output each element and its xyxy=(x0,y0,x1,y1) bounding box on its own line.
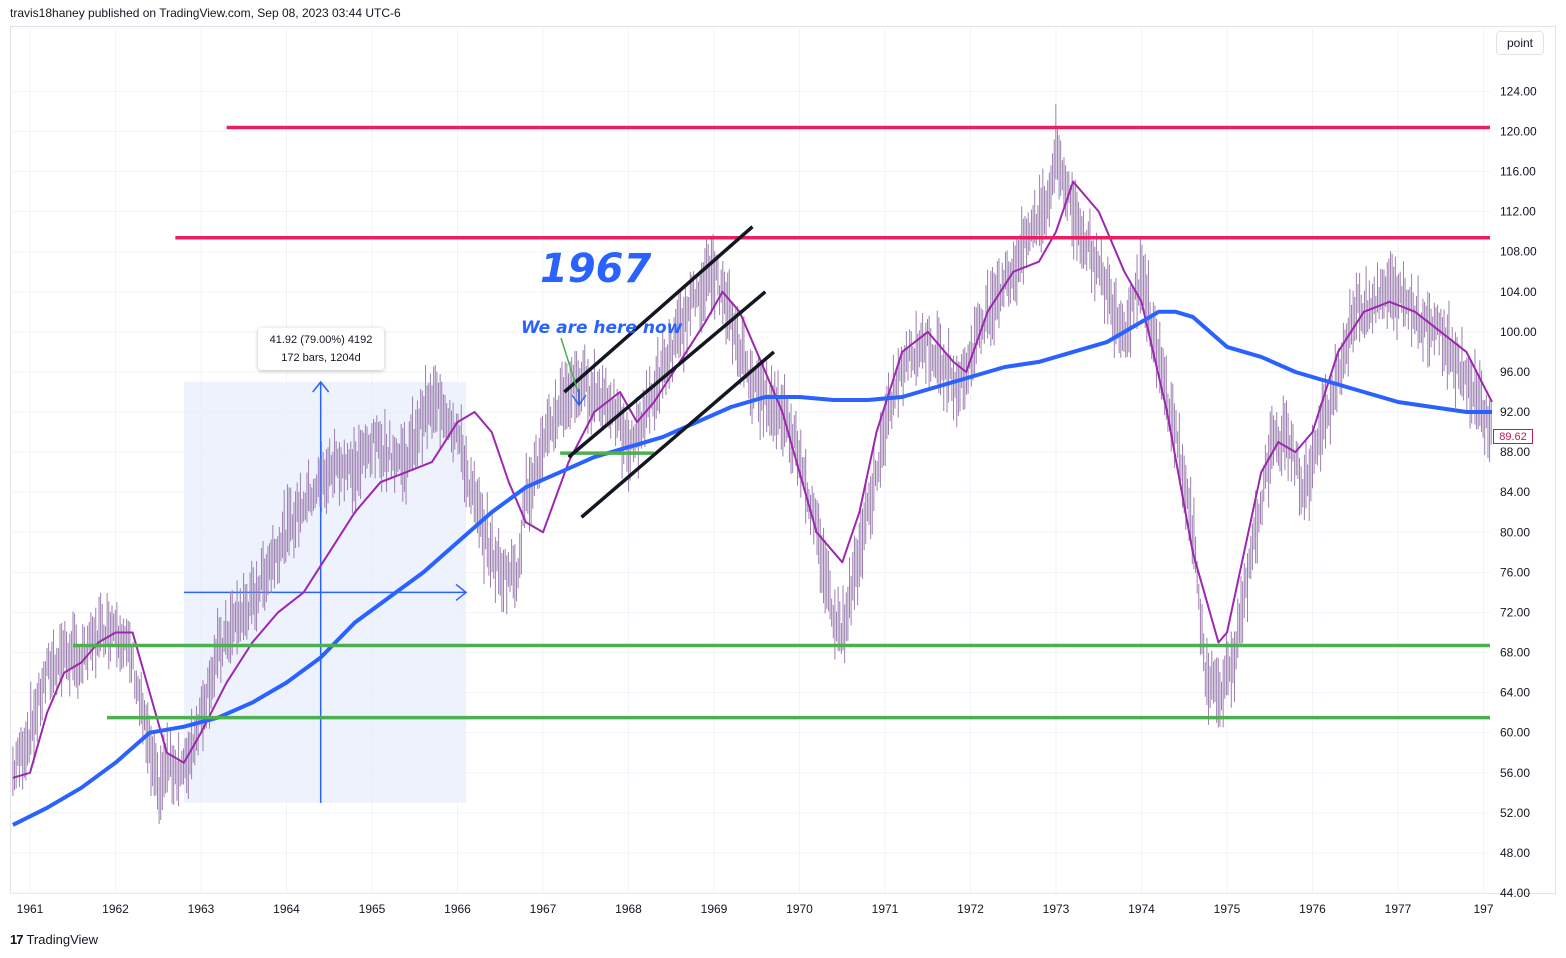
x-tick-label: 1968 xyxy=(615,902,642,916)
channel-lines[interactable] xyxy=(563,225,775,519)
y-tick-label: 48.00 xyxy=(1500,846,1530,860)
tradingview-logo-icon: 17 xyxy=(10,932,24,947)
x-tick-label: 197 xyxy=(1473,902,1493,916)
x-tick-label: 1977 xyxy=(1385,902,1412,916)
long-moving-average-line xyxy=(12,309,1492,827)
y-tick-label: 64.00 xyxy=(1500,686,1530,700)
y-tick-label: 84.00 xyxy=(1500,485,1530,499)
last-price-tag: 89.62 xyxy=(1493,429,1533,444)
y-tick-label: 108.00 xyxy=(1500,245,1537,259)
x-tick-label: 1966 xyxy=(444,902,471,916)
x-tick-label: 1969 xyxy=(701,902,728,916)
measure-arrow-head-up xyxy=(312,380,330,393)
brand-name: TradingView xyxy=(26,932,99,947)
measure-label: 41.92 (79.00%) 4192 172 bars, 1204d xyxy=(258,328,384,370)
y-tick-label: 44.00 xyxy=(1500,886,1530,900)
x-tick-label: 1965 xyxy=(359,902,386,916)
y-tick-label: 112.00 xyxy=(1500,205,1536,219)
x-tick-label: 1975 xyxy=(1214,902,1241,916)
y-tick-label: 56.00 xyxy=(1500,766,1530,780)
channel-trend-line[interactable] xyxy=(563,225,754,394)
y-axis[interactable]: 44.00 48.00 52.00 56.00 60.00 64.00 68.00 72.00… xyxy=(1500,84,1537,900)
x-tick-label: 1973 xyxy=(1043,902,1070,916)
measure-tool[interactable] xyxy=(183,380,468,803)
x-tick-label: 1967 xyxy=(530,902,557,916)
y-tick-label: 116.00 xyxy=(1500,165,1536,179)
horizontal-levels[interactable] xyxy=(72,125,1490,720)
y-tick-label: 80.00 xyxy=(1500,525,1530,539)
y-tick-label: 100.00 xyxy=(1500,325,1537,339)
channel-trend-line[interactable] xyxy=(580,350,775,519)
x-tick-label: 1976 xyxy=(1299,902,1326,916)
x-tick-label: 1964 xyxy=(273,902,300,916)
x-tick-label: 1971 xyxy=(872,902,899,916)
we-are-here-pointer xyxy=(560,337,579,393)
y-tick-label: 68.00 xyxy=(1500,646,1530,660)
x-tick-label: 1974 xyxy=(1128,902,1155,916)
measure-line-2: 172 bars, 1204d xyxy=(281,352,361,364)
x-tick-label: 1962 xyxy=(102,902,129,916)
y-tick-label: 60.00 xyxy=(1500,726,1530,740)
x-axis[interactable]: 1961 1962 1963 1964 1965 1966 1967 1968 1969 1970… xyxy=(17,902,1494,916)
measure-arrow-head-right xyxy=(455,583,468,601)
measure-line-1: 41.92 (79.00%) 4192 xyxy=(269,334,373,346)
annotation-arrow xyxy=(560,337,587,407)
publisher-header: travis18haney published on TradingView.c… xyxy=(10,6,401,20)
y-tick-label: 96.00 xyxy=(1500,365,1530,379)
channel-trend-line[interactable] xyxy=(567,290,767,459)
x-tick-label: 1963 xyxy=(188,902,215,916)
y-tick-label: 120.00 xyxy=(1500,124,1537,138)
y-tick-label: 124.00 xyxy=(1500,84,1537,98)
y-tick-label: 88.00 xyxy=(1500,445,1530,459)
we-are-here-annotation[interactable]: We are here now xyxy=(521,318,683,338)
footer[interactable]: 17 TradingView xyxy=(10,932,98,947)
year-annotation[interactable]: 1967 xyxy=(540,246,652,292)
x-tick-label: 1961 xyxy=(17,902,44,916)
y-tick-label: 92.00 xyxy=(1500,405,1530,419)
x-tick-label: 1972 xyxy=(957,902,984,916)
y-tick-label: 52.00 xyxy=(1500,806,1530,820)
y-tick-label: 72.00 xyxy=(1500,605,1530,619)
x-tick-label: 1970 xyxy=(786,902,813,916)
scale-mode-button[interactable]: point xyxy=(1496,31,1544,55)
y-tick-label: 104.00 xyxy=(1500,285,1537,299)
y-tick-label: 76.00 xyxy=(1500,565,1530,579)
